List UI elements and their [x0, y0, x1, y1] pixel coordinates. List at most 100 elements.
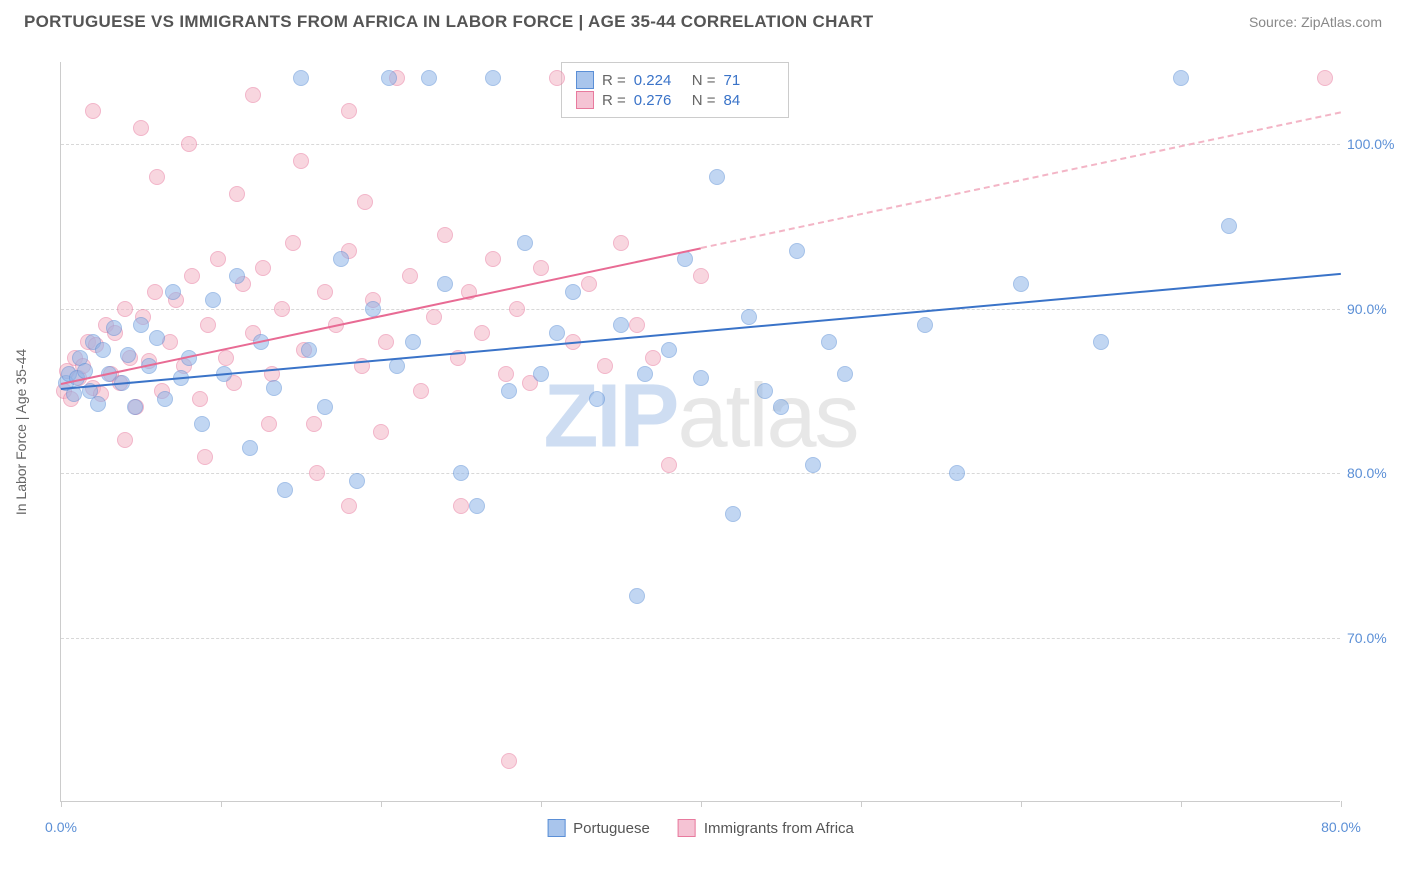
y-axis-label: In Labor Force | Age 35-44: [13, 348, 29, 514]
scatter-point: [485, 251, 501, 267]
scatter-point: [381, 70, 397, 86]
scatter-point: [426, 309, 442, 325]
gridline: [61, 309, 1340, 310]
scatter-point: [1173, 70, 1189, 86]
scatter-point: [133, 317, 149, 333]
scatter-point: [317, 399, 333, 415]
scatter-point: [485, 70, 501, 86]
bottom-legend: Portuguese Immigrants from Africa: [547, 819, 854, 837]
scatter-point: [357, 194, 373, 210]
scatter-point: [533, 366, 549, 382]
scatter-point: [917, 317, 933, 333]
scatter-point: [293, 153, 309, 169]
scatter-point: [285, 235, 301, 251]
scatter-point: [333, 251, 349, 267]
scatter-point: [309, 465, 325, 481]
scatter-point: [266, 380, 282, 396]
scatter-point: [341, 103, 357, 119]
scatter-point: [741, 309, 757, 325]
scatter-point: [127, 399, 143, 415]
scatter-point: [85, 103, 101, 119]
correlation-stats-box: R = 0.224 N = 71 R = 0.276 N = 84: [561, 62, 789, 118]
scatter-point: [149, 330, 165, 346]
scatter-point: [229, 268, 245, 284]
scatter-point: [181, 136, 197, 152]
scatter-point: [805, 457, 821, 473]
scatter-point: [218, 350, 234, 366]
stats-row-immigrants: R = 0.276 N = 84: [576, 91, 774, 109]
stats-row-portuguese: R = 0.224 N = 71: [576, 71, 774, 89]
scatter-point: [95, 342, 111, 358]
scatter-point: [453, 465, 469, 481]
scatter-point: [821, 334, 837, 350]
scatter-point: [789, 243, 805, 259]
scatter-point: [149, 169, 165, 185]
scatter-point: [421, 70, 437, 86]
scatter-point: [197, 449, 213, 465]
scatter-point: [261, 416, 277, 432]
source-label: Source: ZipAtlas.com: [1249, 14, 1382, 30]
scatter-point: [709, 169, 725, 185]
scatter-point: [613, 235, 629, 251]
scatter-point: [589, 391, 605, 407]
scatter-point: [645, 350, 661, 366]
scatter-point: [205, 292, 221, 308]
scatter-point: [405, 334, 421, 350]
scatter-point: [474, 325, 490, 341]
x-tick-label: 80.0%: [1321, 819, 1361, 835]
scatter-point: [341, 498, 357, 514]
scatter-point: [693, 370, 709, 386]
scatter-point: [306, 416, 322, 432]
scatter-point: [106, 320, 122, 336]
correlation-scatter-chart: ZIPatlas In Labor Force | Age 35-44 R = …: [60, 62, 1340, 802]
trend-line: [701, 111, 1341, 249]
scatter-point: [597, 358, 613, 374]
scatter-point: [437, 227, 453, 243]
scatter-point: [194, 416, 210, 432]
x-tick: [701, 801, 702, 807]
scatter-point: [301, 342, 317, 358]
y-tick-label: 80.0%: [1347, 465, 1402, 481]
scatter-point: [837, 366, 853, 382]
x-tick: [541, 801, 542, 807]
swatch-pink-icon: [678, 819, 696, 837]
scatter-point: [274, 301, 290, 317]
gridline: [61, 638, 1340, 639]
scatter-point: [1221, 218, 1237, 234]
scatter-point: [469, 498, 485, 514]
swatch-blue-icon: [547, 819, 565, 837]
scatter-point: [549, 70, 565, 86]
scatter-point: [661, 457, 677, 473]
y-tick-label: 100.0%: [1347, 136, 1402, 152]
scatter-point: [90, 396, 106, 412]
scatter-point: [637, 366, 653, 382]
scatter-point: [517, 235, 533, 251]
legend-item-portuguese: Portuguese: [547, 819, 650, 837]
x-tick: [381, 801, 382, 807]
scatter-point: [661, 342, 677, 358]
x-tick: [1341, 801, 1342, 807]
scatter-point: [242, 440, 258, 456]
chart-title: PORTUGUESE VS IMMIGRANTS FROM AFRICA IN …: [24, 12, 874, 32]
scatter-point: [501, 383, 517, 399]
scatter-point: [613, 317, 629, 333]
scatter-point: [1013, 276, 1029, 292]
scatter-point: [184, 268, 200, 284]
scatter-point: [509, 301, 525, 317]
scatter-point: [210, 251, 226, 267]
scatter-point: [453, 498, 469, 514]
scatter-point: [949, 465, 965, 481]
x-tick: [221, 801, 222, 807]
gridline: [61, 473, 1340, 474]
scatter-point: [200, 317, 216, 333]
scatter-point: [255, 260, 271, 276]
scatter-point: [317, 284, 333, 300]
scatter-point: [413, 383, 429, 399]
scatter-point: [378, 334, 394, 350]
scatter-point: [293, 70, 309, 86]
scatter-point: [581, 276, 597, 292]
scatter-point: [501, 753, 517, 769]
scatter-point: [629, 317, 645, 333]
scatter-point: [120, 347, 136, 363]
x-tick-label: 0.0%: [45, 819, 77, 835]
